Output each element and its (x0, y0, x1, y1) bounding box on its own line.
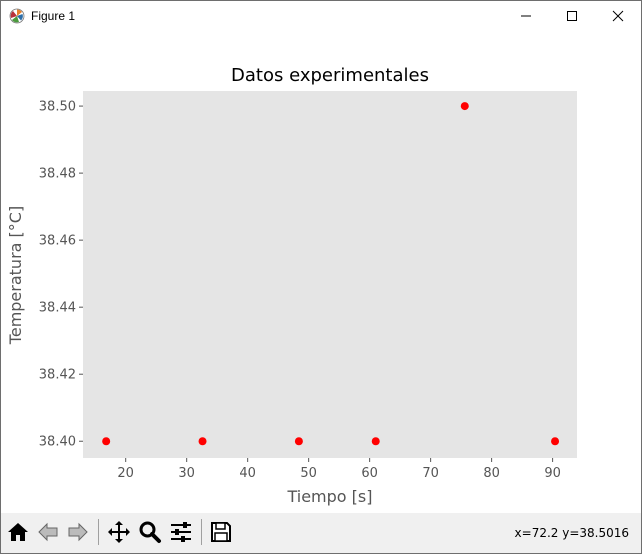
zoom-icon (139, 521, 161, 543)
back-arrow-icon (38, 522, 58, 542)
window-title: Figure 1 (31, 9, 76, 23)
x-tick-label: 30 (178, 466, 195, 481)
toolbar-separator (201, 519, 202, 545)
home-button[interactable] (4, 518, 32, 546)
forward-button[interactable] (64, 518, 92, 546)
save-button[interactable] (207, 518, 235, 546)
minimize-button[interactable] (503, 1, 549, 31)
toolbar-separator (98, 519, 99, 545)
x-tick-label: 80 (483, 466, 500, 481)
close-button[interactable] (595, 1, 641, 31)
zoom-button[interactable] (136, 518, 164, 546)
x-tick-label: 50 (300, 466, 317, 481)
configure-subplots-icon (171, 522, 191, 542)
matplotlib-logo-icon (9, 8, 25, 24)
minimize-icon (521, 15, 531, 17)
y-tick-label: 38.46 (39, 234, 76, 249)
y-tick-label: 38.50 (39, 100, 76, 115)
chart-title: Datos experimentales (231, 65, 429, 86)
maximize-button[interactable] (549, 1, 595, 31)
data-point (460, 102, 469, 111)
pan-button[interactable] (105, 518, 133, 546)
title-bar[interactable]: Figure 1 (1, 1, 641, 31)
data-point (371, 437, 380, 446)
maximize-icon (567, 11, 577, 21)
pan-icon (108, 521, 130, 543)
close-icon (612, 10, 624, 22)
y-tick-label: 38.48 (39, 167, 76, 182)
data-point (102, 437, 111, 446)
data-point (551, 437, 560, 446)
back-button[interactable] (34, 518, 62, 546)
save-icon (211, 522, 231, 542)
y-tick-label: 38.42 (39, 368, 76, 383)
home-icon (8, 523, 28, 541)
cursor-coordinates: x=72.2 y=38.5016 (514, 526, 629, 540)
data-point (294, 437, 303, 446)
navigation-toolbar: x=72.2 y=38.5016 (1, 513, 641, 553)
plot-area[interactable] (83, 91, 577, 458)
x-tick-label: 70 (422, 466, 439, 481)
x-tick-label: 20 (117, 466, 134, 481)
y-axis-label: Temperatura [°C] (6, 206, 25, 345)
figure-canvas[interactable]: Datos experimentales 20 30 40 50 60 70 80 90 38… (1, 31, 641, 511)
x-tick-label: 40 (239, 466, 256, 481)
x-tick-label: 90 (544, 466, 561, 481)
y-tick-label: 38.40 (39, 435, 76, 450)
y-tick-label: 38.44 (39, 301, 76, 316)
x-axis-label: Tiempo [s] (286, 487, 372, 506)
data-point (198, 437, 207, 446)
forward-arrow-icon (68, 522, 88, 542)
x-tick-label: 60 (361, 466, 378, 481)
configure-subplots-button[interactable] (167, 518, 195, 546)
